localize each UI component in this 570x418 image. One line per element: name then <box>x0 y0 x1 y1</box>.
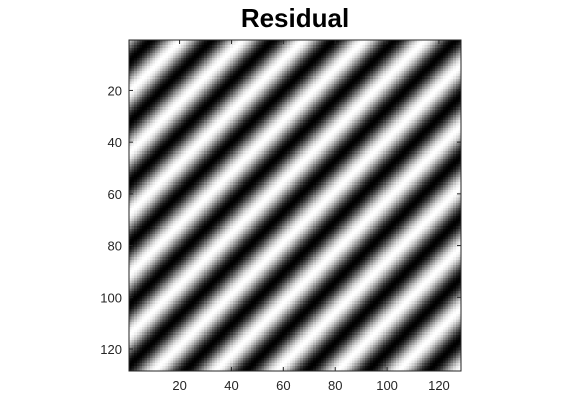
y-tick-label: 100 <box>100 290 122 305</box>
x-tick-label: 60 <box>276 378 290 393</box>
x-axis: 20 40 60 80 100 120 <box>172 40 450 393</box>
y-axis: 20 40 60 80 100 120 <box>100 83 461 357</box>
x-tick-label: 20 <box>172 378 186 393</box>
y-tick-label: 40 <box>108 135 122 150</box>
chart-title: Residual <box>241 3 349 33</box>
heatmap-image <box>129 40 461 371</box>
plot-area <box>129 40 461 371</box>
x-tick-label: 40 <box>224 378 238 393</box>
x-tick-label: 80 <box>328 378 342 393</box>
x-tick-label: 120 <box>428 378 450 393</box>
y-tick-label: 120 <box>100 342 122 357</box>
x-tick-label: 100 <box>376 378 398 393</box>
y-tick-label: 20 <box>108 83 122 98</box>
axes-box <box>128 39 462 372</box>
y-tick-label: 80 <box>108 239 122 254</box>
y-tick-label: 60 <box>108 187 122 202</box>
